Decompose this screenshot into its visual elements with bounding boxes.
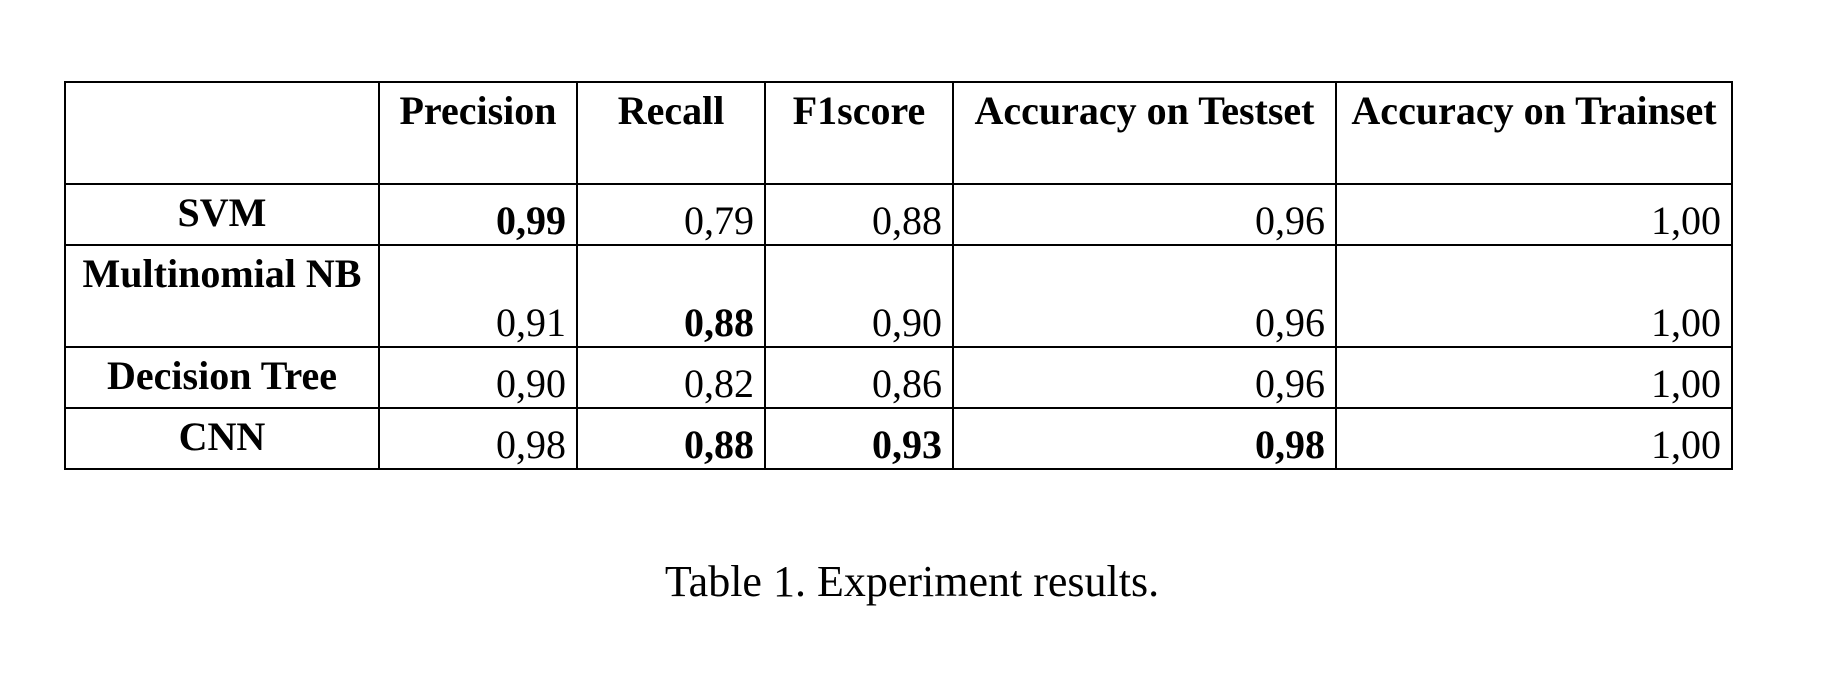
row-label-svm: SVM [64,183,380,246]
cell-dt-accuracy-trainset: 1,00 [1335,346,1733,409]
cell-dt-precision: 0,90 [378,346,578,409]
cell-mnb-f1score: 0,90 [764,244,954,348]
cell-svm-accuracy-trainset: 1,00 [1335,183,1733,246]
cell-cnn-accuracy-testset: 0,98 [952,407,1337,470]
header-accuracy-trainset: Accuracy on Trainset [1335,81,1733,185]
table-row-svm: SVM 0,99 0,79 0,88 0,96 1,00 [64,183,1733,246]
cell-dt-accuracy-testset: 0,96 [952,346,1337,409]
row-label-cnn: CNN [64,407,380,470]
cell-mnb-recall: 0,88 [576,244,766,348]
row-label-decision-tree: Decision Tree [64,346,380,409]
experiment-results-table: Precision Recall F1score Accuracy on Tes… [64,81,1733,470]
cell-mnb-accuracy-testset: 0,96 [952,244,1337,348]
cell-svm-f1score: 0,88 [764,183,954,246]
cell-mnb-accuracy-trainset: 1,00 [1335,244,1733,348]
cell-dt-f1score: 0,86 [764,346,954,409]
cell-svm-recall: 0,79 [576,183,766,246]
header-recall: Recall [576,81,766,185]
header-accuracy-testset: Accuracy on Testset [952,81,1337,185]
cell-mnb-precision: 0,91 [378,244,578,348]
header-f1score: F1score [764,81,954,185]
table-row-cnn: CNN 0,98 0,88 0,93 0,98 1,00 [64,407,1733,470]
table-header-row: Precision Recall F1score Accuracy on Tes… [64,81,1733,185]
header-corner-cell [64,81,380,185]
cell-svm-precision: 0,99 [378,183,578,246]
header-precision: Precision [378,81,578,185]
table-caption: Table 1. Experiment results. [664,557,1160,606]
cell-dt-recall: 0,82 [576,346,766,409]
cell-cnn-recall: 0,88 [576,407,766,470]
table-row-multinomial-nb: Multinomial NB 0,91 0,88 0,90 0,96 1,00 [64,244,1733,348]
table-row-decision-tree: Decision Tree 0,90 0,82 0,86 0,96 1,00 [64,346,1733,409]
row-label-multinomial-nb: Multinomial NB [64,244,380,348]
cell-svm-accuracy-testset: 0,96 [952,183,1337,246]
cell-cnn-f1score: 0,93 [764,407,954,470]
cell-cnn-precision: 0,98 [378,407,578,470]
cell-cnn-accuracy-trainset: 1,00 [1335,407,1733,470]
